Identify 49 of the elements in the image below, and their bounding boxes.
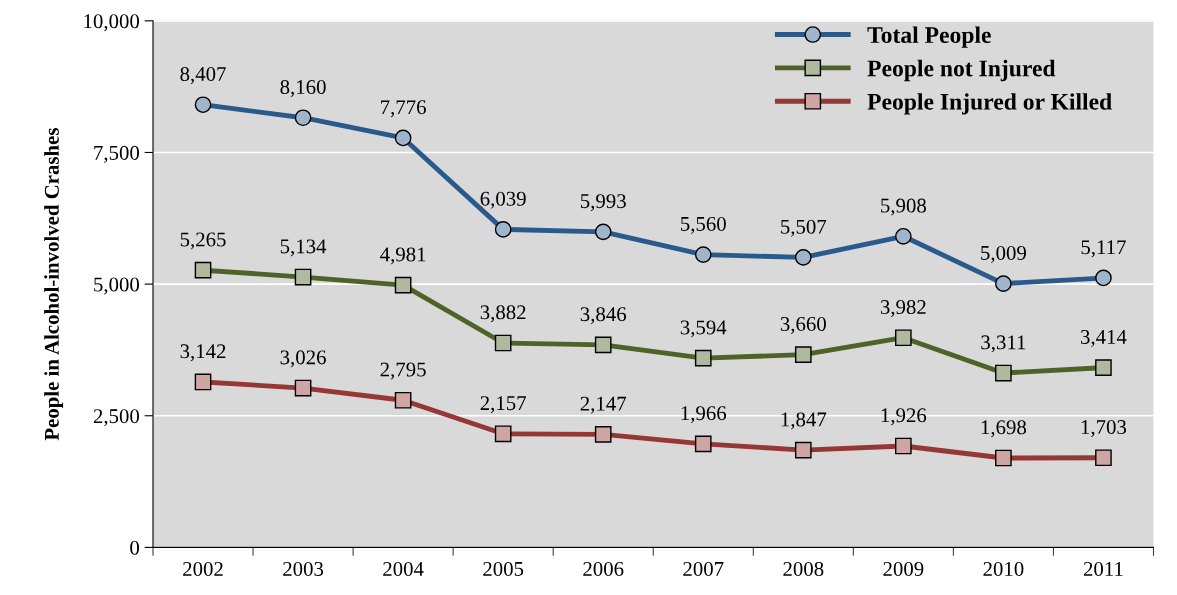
data-label: 2,147	[580, 396, 627, 414]
data-label: 3,142	[180, 344, 226, 362]
legend-label: Total People	[867, 26, 991, 48]
y-tick-label: 2,500	[93, 409, 140, 427]
y-tick-label: 5,000	[94, 277, 140, 295]
y-tick-label: 0	[130, 540, 140, 555]
data-label: 7,776	[381, 100, 426, 118]
x-tick-label: 2005	[483, 561, 524, 576]
x-tick-label: 2007	[683, 561, 724, 576]
data-label: 1,847	[781, 412, 827, 430]
data-label: 1,966	[681, 406, 727, 424]
data-label: 5,993	[580, 194, 626, 212]
data-label: 3,846	[580, 307, 627, 325]
data-label: 3,311	[981, 335, 1026, 353]
data-label: 1,703	[1081, 419, 1127, 438]
data-label: 4,981	[380, 247, 426, 265]
x-tick-label: 2010	[983, 561, 1024, 576]
data-label: 8,407	[180, 66, 226, 85]
data-label: 5,265	[180, 232, 226, 250]
data-label: 6,039	[480, 191, 526, 209]
x-tick-label: 2003	[283, 561, 324, 576]
x-tick-label: 2009	[883, 561, 924, 576]
y-axis-title: People in Alcohol-involved Crashes	[44, 128, 64, 441]
data-label: 2,157	[480, 396, 527, 414]
y-tick-label: 10,000	[84, 14, 140, 32]
x-tick-label: 2008	[783, 561, 824, 576]
data-label: 3,026	[280, 350, 326, 368]
data-label: 5,134	[280, 239, 327, 257]
data-label: 5,009	[981, 245, 1026, 263]
data-label: 3,982	[880, 299, 926, 318]
x-tick-label: 2004	[383, 561, 424, 576]
x-tick-label: 2011	[1083, 561, 1123, 576]
data-label: 5,507	[781, 219, 827, 237]
data-label: 5,908	[881, 198, 926, 216]
data-label: 1,926	[881, 408, 927, 426]
data-label: 5,560	[681, 216, 726, 234]
data-label: 1,698	[981, 420, 1027, 438]
legend-label: People Injured or Killed	[867, 93, 1112, 115]
data-label: 8,160	[280, 79, 326, 98]
data-label: 2,795	[380, 362, 426, 380]
legend-label: People not Injured	[867, 59, 1056, 82]
data-label: 3,414	[1081, 329, 1127, 347]
x-tick-label: 2006	[583, 561, 624, 576]
data-label: 3,660	[780, 316, 826, 334]
x-tick-label: 2002	[183, 561, 223, 576]
y-tick-label: 7,500	[94, 145, 140, 163]
data-label: 5,117	[1081, 240, 1126, 258]
data-label: 3,594	[680, 320, 727, 338]
data-label: 3,882	[480, 305, 526, 323]
